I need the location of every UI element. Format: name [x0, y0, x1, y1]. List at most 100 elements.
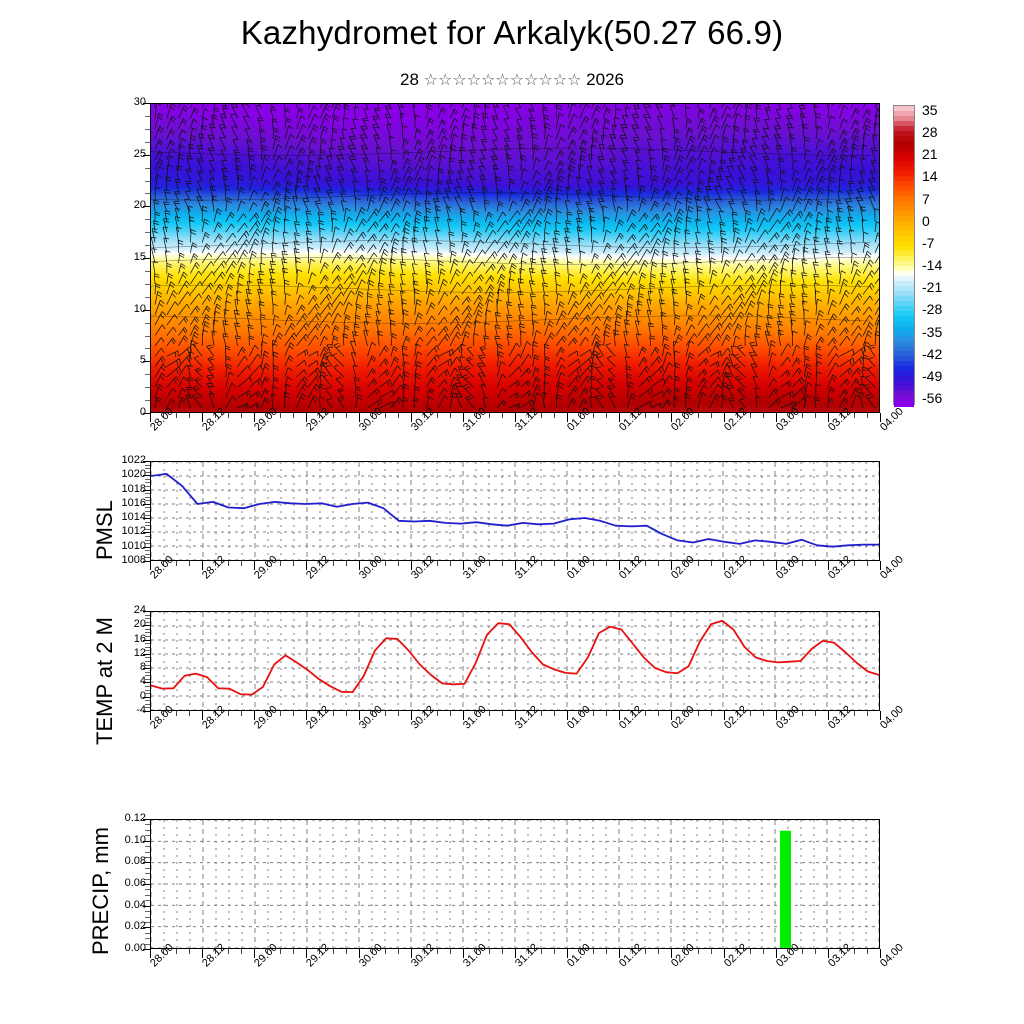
pmsl-y-minor-tick	[145, 464, 150, 466]
cross-section-y-minor-tick	[145, 335, 150, 337]
precip-x-major-tick	[619, 949, 621, 958]
pmsl-y-tick	[143, 532, 150, 534]
colorbar-band	[894, 146, 914, 152]
precip-y-tick	[143, 949, 150, 950]
cross-section-x-minor-tick	[332, 413, 334, 418]
cross-section-y-tick	[143, 206, 150, 208]
colorbar-band	[894, 276, 914, 282]
pmsl-x-major-tick	[723, 561, 725, 570]
precip-y-minor-tick	[145, 916, 150, 918]
temp-y-minor-tick	[145, 643, 150, 645]
temp-x-minor-tick	[319, 711, 321, 716]
precip-y-minor-tick	[145, 846, 150, 848]
cross-section-x-major-tick	[567, 413, 569, 422]
cross-section-x-minor-tick	[853, 413, 855, 418]
cross-section-x-minor-tick	[384, 413, 386, 418]
precip-y-minor-tick	[145, 824, 150, 826]
pmsl-y-tick-label: 1012	[121, 525, 146, 538]
colorbar-tick-label: -35	[922, 323, 943, 340]
temp-x-minor-tick	[749, 711, 751, 716]
pmsl-x-minor-tick	[228, 561, 230, 566]
cross-section-x-major-tick	[462, 413, 464, 422]
temp-x-minor-tick	[528, 711, 530, 716]
cross-section-y-minor-tick	[145, 322, 150, 324]
pmsl-y-minor-tick	[145, 478, 150, 480]
temp-x-minor-tick	[384, 711, 386, 716]
temp-x-minor-tick	[215, 711, 217, 716]
precip-y-minor-tick	[145, 829, 150, 831]
subtitle-month-glyphs: ☆☆☆☆☆☆☆☆☆☆☆	[423, 72, 582, 89]
temp-x-minor-tick	[684, 711, 686, 716]
pmsl-y-tick-label: 1014	[121, 511, 146, 524]
temp-y-minor-tick	[145, 664, 150, 666]
pmsl-x-minor-tick	[736, 561, 738, 566]
precip-y-tick	[143, 905, 150, 907]
pmsl-x-major-tick	[306, 561, 308, 570]
temp-y-tick	[143, 639, 150, 641]
cross-section-x-minor-tick	[541, 413, 543, 418]
cross-section-plot-area[interactable]	[150, 103, 880, 413]
pmsl-x-minor-tick	[241, 561, 243, 566]
pmsl-x-minor-tick	[488, 561, 490, 566]
colorbar-band	[894, 361, 914, 367]
cross-section-y-minor-tick	[145, 387, 150, 389]
cross-section-x-minor-tick	[501, 413, 503, 418]
pmsl-x-minor-tick	[436, 561, 438, 566]
precip-y-minor-tick	[145, 851, 150, 853]
colorbar-band	[894, 241, 914, 247]
precip-y-minor-tick	[145, 911, 150, 913]
temp-y-minor-tick	[145, 618, 150, 620]
pmsl-x-minor-tick	[397, 561, 399, 566]
temp-y-minor-tick	[145, 675, 150, 677]
colorbar-tick-label: -21	[922, 279, 943, 296]
colorbar-band	[894, 171, 914, 177]
temp-plot-area[interactable]	[150, 611, 880, 711]
precip-x-major-tick	[150, 949, 151, 958]
cross-section-x-minor-tick	[397, 413, 399, 418]
cross-section-x-minor-tick	[423, 413, 425, 418]
colorbar-band	[894, 386, 914, 392]
colorbar-band	[894, 126, 914, 132]
cross-section-x-minor-tick	[697, 413, 699, 418]
colorbar-band	[894, 401, 914, 407]
temp-y-minor-tick	[145, 689, 150, 691]
subtitle-date: 28 ☆☆☆☆☆☆☆☆☆☆☆ 2026	[0, 70, 1024, 90]
pmsl-x-minor-tick	[658, 561, 660, 566]
pmsl-y-tick-label: 1016	[121, 496, 146, 509]
pmsl-x-minor-tick	[541, 561, 543, 566]
precip-y-tick-label: 0.04	[124, 898, 146, 911]
temp-x-minor-tick	[762, 711, 764, 716]
temp-y-minor-tick	[145, 650, 150, 652]
temp-x-minor-tick	[840, 711, 842, 716]
pmsl-x-minor-tick	[215, 561, 217, 566]
cross-section-x-minor-tick	[593, 413, 595, 418]
pmsl-y-minor-tick	[145, 468, 150, 470]
precip-x-minor-tick	[749, 949, 751, 954]
pmsl-y-minor-tick	[145, 553, 150, 555]
temperature-colorbar[interactable]	[893, 105, 915, 407]
temp-x-minor-tick	[293, 711, 295, 716]
precip-x-major-tick	[410, 949, 412, 958]
precip-y-tick	[143, 884, 150, 885]
temp-y-tick-label: 24	[133, 604, 146, 616]
precip-plot-area[interactable]	[150, 819, 880, 949]
precip-x-major-tick	[827, 949, 829, 958]
cross-section-x-minor-tick	[554, 413, 556, 418]
cross-section-x-minor-tick	[241, 413, 243, 418]
precip-bar[interactable]	[780, 830, 791, 948]
precip-x-minor-tick	[280, 949, 282, 954]
pmsl-x-minor-tick	[189, 561, 191, 566]
colorbar-band	[894, 281, 914, 287]
temp-x-major-tick	[671, 711, 673, 720]
temp-x-major-tick	[462, 711, 464, 720]
colorbar-band	[894, 216, 914, 222]
temp-x-minor-tick	[371, 711, 373, 716]
pmsl-plot-area[interactable]	[150, 461, 880, 561]
cross-section-y-tick-label: 0	[139, 406, 146, 418]
cross-section-y-tick	[143, 154, 150, 156]
pmsl-x-minor-tick	[814, 561, 816, 566]
cross-section-x-major-tick	[150, 413, 151, 422]
temp-y-tick-label: 0	[139, 689, 146, 702]
precip-x-minor-tick	[840, 949, 842, 954]
colorbar-tick-label: -49	[922, 367, 943, 384]
